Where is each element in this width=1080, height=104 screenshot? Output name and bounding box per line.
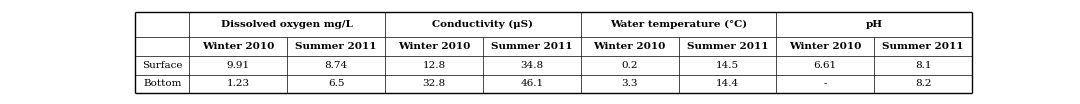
Text: 8.2: 8.2 [915, 79, 931, 88]
Text: 14.4: 14.4 [716, 79, 739, 88]
Text: Water temperature (°C): Water temperature (°C) [610, 20, 747, 29]
Text: 12.8: 12.8 [422, 61, 446, 70]
Text: -: - [824, 79, 827, 88]
Text: 34.8: 34.8 [521, 61, 543, 70]
Text: 9.91: 9.91 [227, 61, 249, 70]
Text: 1.23: 1.23 [227, 79, 249, 88]
Text: Conductivity (μS): Conductivity (μS) [432, 20, 534, 29]
Text: Winter 2010: Winter 2010 [397, 42, 470, 51]
Text: Surface: Surface [141, 61, 183, 70]
Text: Bottom: Bottom [143, 79, 181, 88]
Text: Dissolved oxygen mg/L: Dissolved oxygen mg/L [221, 20, 353, 29]
Text: 46.1: 46.1 [521, 79, 543, 88]
Text: Summer 2011: Summer 2011 [296, 42, 377, 51]
Text: Summer 2011: Summer 2011 [882, 42, 963, 51]
Text: 3.3: 3.3 [621, 79, 638, 88]
Text: 6.5: 6.5 [328, 79, 345, 88]
Text: Summer 2011: Summer 2011 [491, 42, 572, 51]
Text: pH: pH [865, 20, 882, 29]
Text: 6.61: 6.61 [813, 61, 837, 70]
Text: 8.1: 8.1 [915, 61, 931, 70]
Text: Summer 2011: Summer 2011 [687, 42, 768, 51]
Text: 14.5: 14.5 [716, 61, 739, 70]
Text: Winter 2010: Winter 2010 [593, 42, 665, 51]
Text: 32.8: 32.8 [422, 79, 446, 88]
Text: Winter 2010: Winter 2010 [789, 42, 862, 51]
Text: 8.74: 8.74 [325, 61, 348, 70]
Text: Winter 2010: Winter 2010 [202, 42, 274, 51]
Text: 0.2: 0.2 [621, 61, 638, 70]
